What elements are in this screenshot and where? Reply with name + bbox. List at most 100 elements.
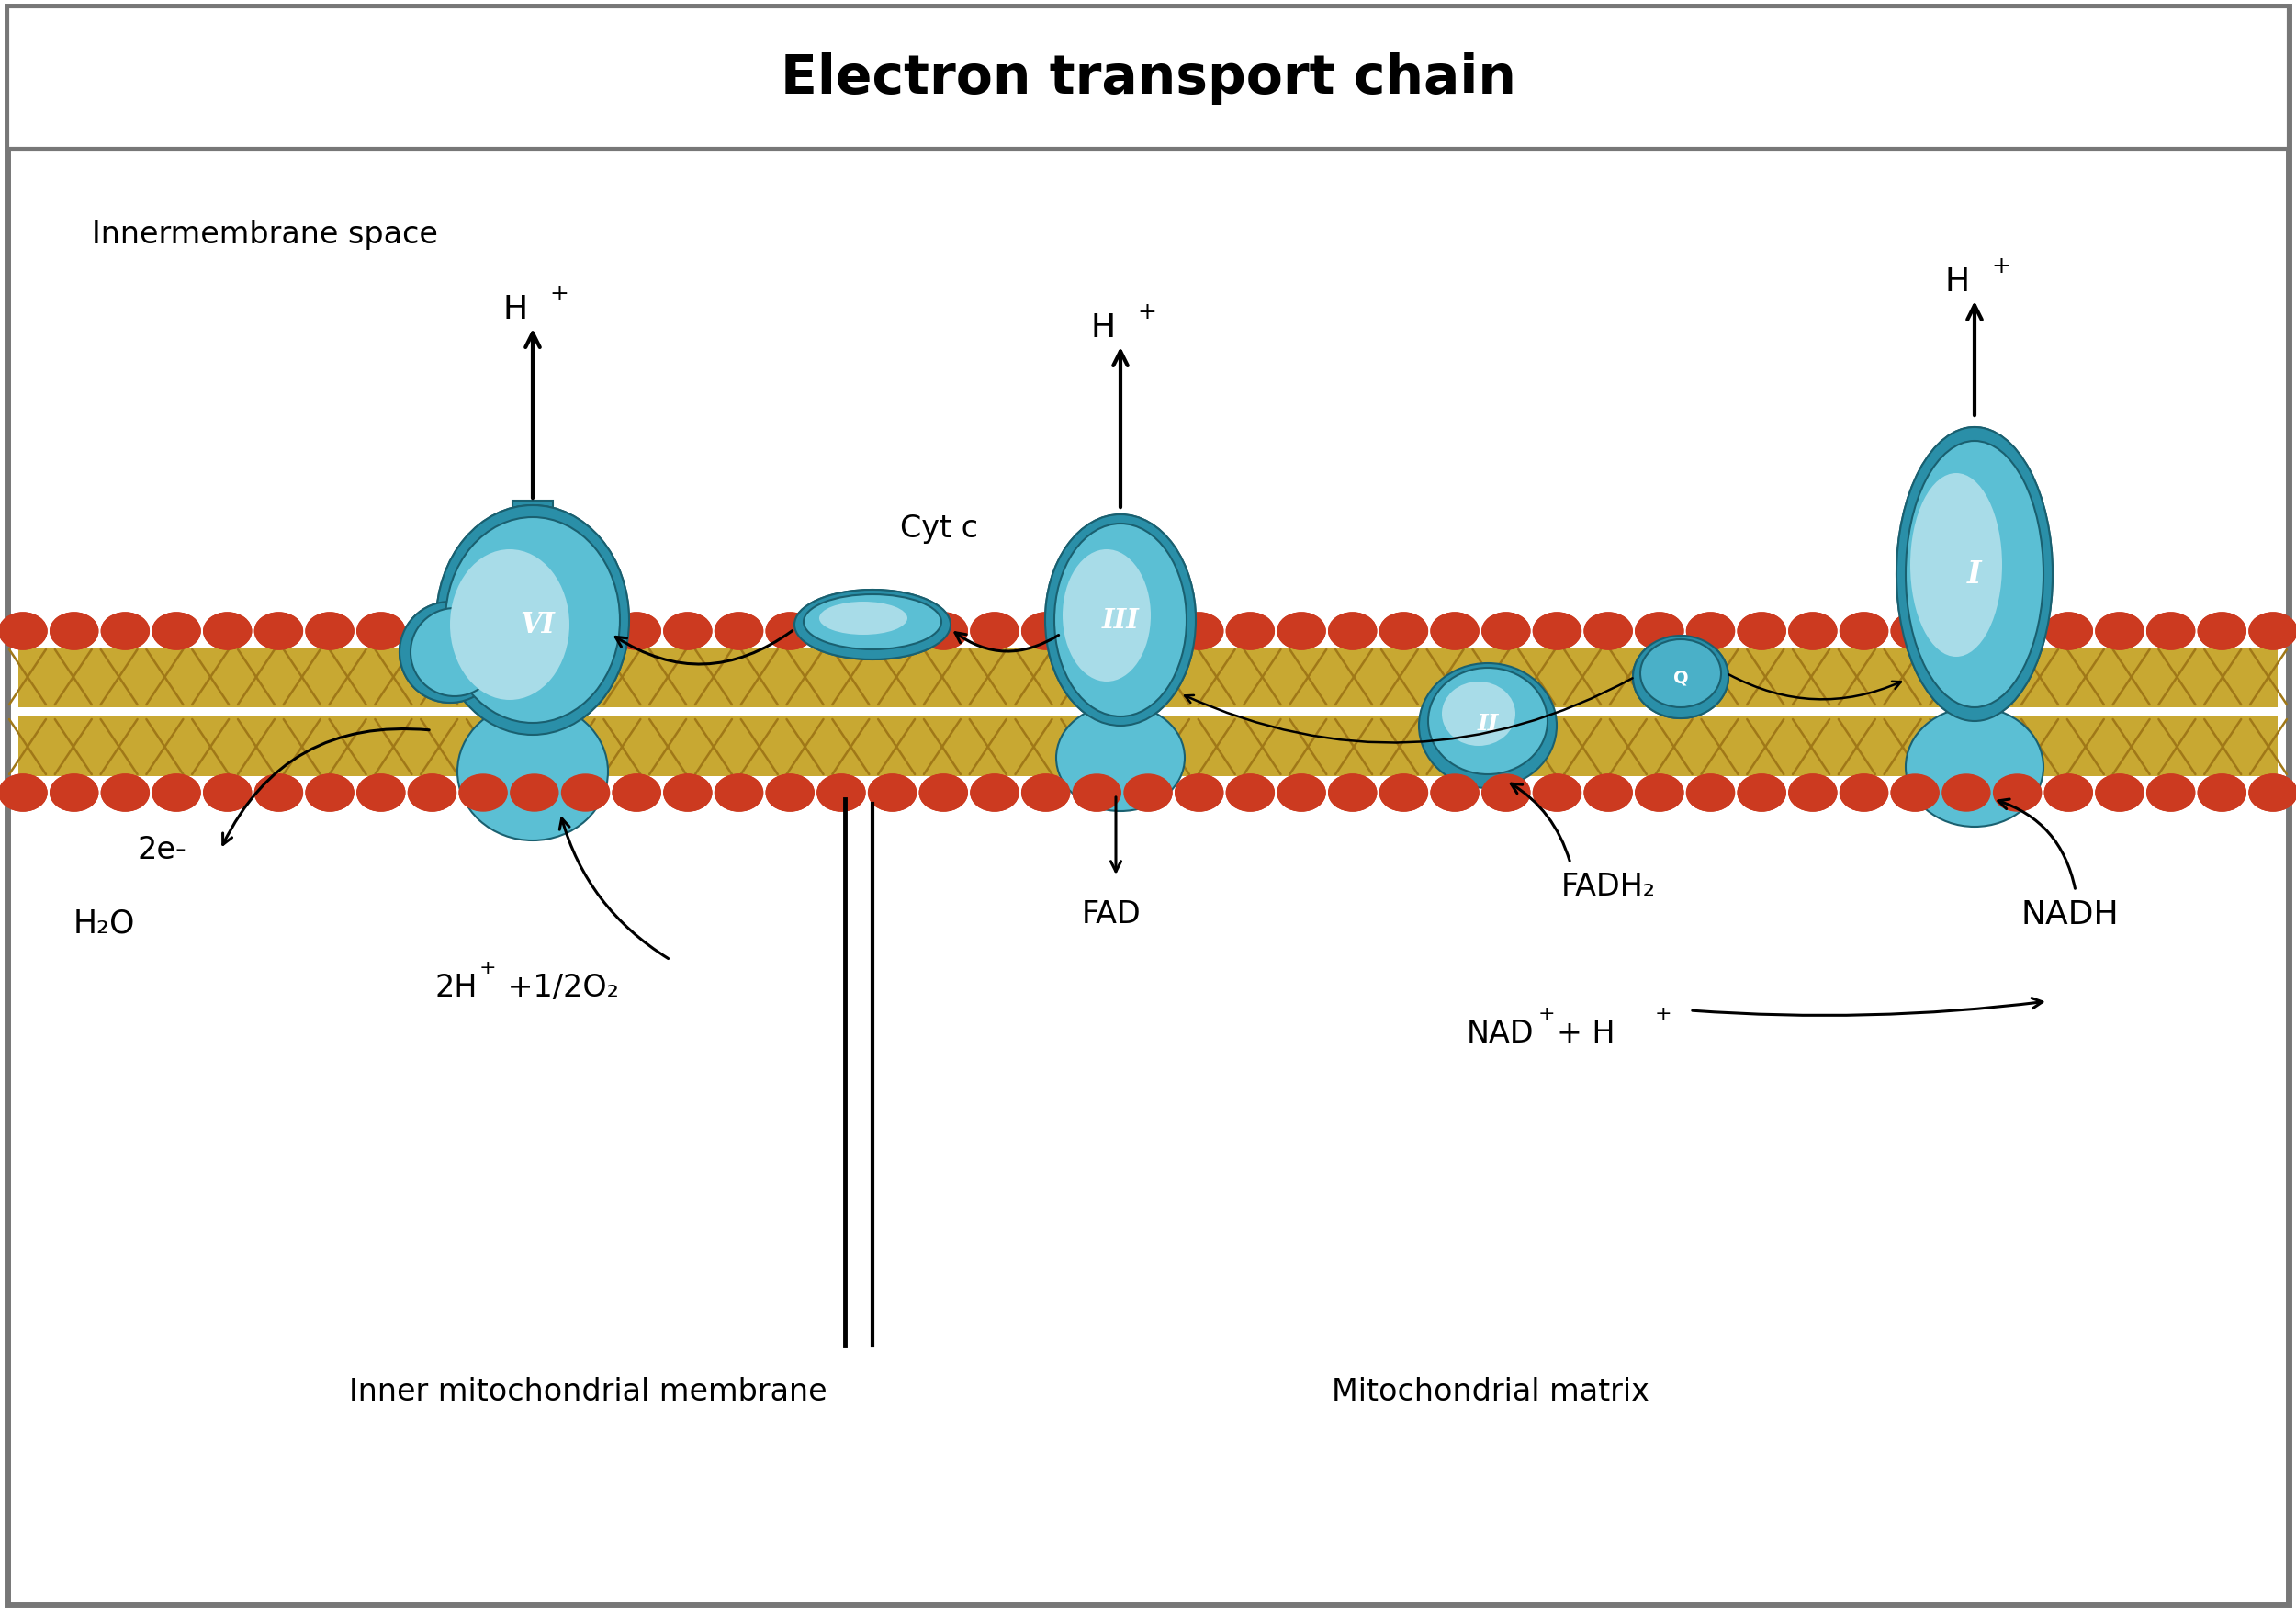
Ellipse shape	[445, 517, 620, 724]
Text: III: III	[1102, 608, 1139, 634]
Ellipse shape	[1738, 775, 1786, 811]
Ellipse shape	[1277, 775, 1325, 811]
Ellipse shape	[409, 775, 457, 811]
Ellipse shape	[804, 595, 941, 650]
Ellipse shape	[1906, 442, 2043, 708]
Ellipse shape	[152, 775, 200, 811]
Ellipse shape	[1632, 637, 1729, 719]
Ellipse shape	[510, 613, 558, 650]
Ellipse shape	[1072, 613, 1120, 650]
Ellipse shape	[868, 613, 916, 650]
Ellipse shape	[1176, 613, 1224, 650]
Ellipse shape	[305, 613, 354, 650]
Ellipse shape	[1942, 775, 1991, 811]
Ellipse shape	[204, 775, 250, 811]
Ellipse shape	[101, 613, 149, 650]
Ellipse shape	[358, 613, 404, 650]
Ellipse shape	[510, 775, 558, 811]
Ellipse shape	[1892, 613, 1938, 650]
Ellipse shape	[1906, 708, 2043, 827]
Bar	[1956, 464, 1993, 795]
Ellipse shape	[971, 775, 1019, 811]
Ellipse shape	[2096, 775, 2144, 811]
Text: H: H	[503, 293, 528, 326]
Text: VI: VI	[519, 611, 556, 640]
Ellipse shape	[921, 613, 967, 650]
Ellipse shape	[1839, 613, 1887, 650]
Ellipse shape	[2046, 613, 2092, 650]
Ellipse shape	[358, 775, 404, 811]
Ellipse shape	[204, 613, 250, 650]
Ellipse shape	[1483, 613, 1529, 650]
Ellipse shape	[1226, 613, 1274, 650]
Ellipse shape	[1839, 613, 1887, 650]
Ellipse shape	[1430, 775, 1479, 811]
Ellipse shape	[1639, 640, 1722, 708]
Ellipse shape	[2096, 613, 2144, 650]
Ellipse shape	[1906, 442, 2043, 708]
Ellipse shape	[51, 613, 99, 650]
Ellipse shape	[1839, 775, 1887, 811]
Ellipse shape	[0, 613, 46, 650]
Ellipse shape	[436, 506, 629, 735]
Ellipse shape	[1380, 775, 1428, 811]
Ellipse shape	[1329, 613, 1375, 650]
Ellipse shape	[1054, 524, 1187, 717]
Ellipse shape	[1738, 613, 1786, 650]
Ellipse shape	[613, 775, 661, 811]
Ellipse shape	[1993, 613, 2041, 650]
Ellipse shape	[804, 595, 941, 650]
Ellipse shape	[1125, 613, 1171, 650]
Ellipse shape	[1329, 775, 1375, 811]
Text: + H: + H	[1557, 1019, 1626, 1049]
Text: +1/2O₂: +1/2O₂	[498, 972, 620, 1003]
Ellipse shape	[510, 775, 558, 811]
Ellipse shape	[1584, 613, 1632, 650]
Ellipse shape	[971, 613, 1019, 650]
Ellipse shape	[400, 603, 501, 703]
Ellipse shape	[1993, 775, 2041, 811]
Ellipse shape	[1688, 613, 1733, 650]
Ellipse shape	[1910, 474, 2002, 658]
Text: H₂O: H₂O	[73, 908, 135, 940]
Ellipse shape	[563, 613, 608, 650]
Ellipse shape	[1329, 775, 1375, 811]
Text: VI: VI	[519, 611, 556, 640]
Ellipse shape	[1789, 613, 1837, 650]
Ellipse shape	[820, 603, 907, 635]
Ellipse shape	[1226, 775, 1274, 811]
Ellipse shape	[1651, 650, 1701, 692]
Ellipse shape	[563, 775, 608, 811]
Ellipse shape	[1892, 775, 1938, 811]
Ellipse shape	[1430, 613, 1479, 650]
Ellipse shape	[2197, 775, 2245, 811]
Ellipse shape	[1635, 775, 1683, 811]
Ellipse shape	[868, 775, 916, 811]
Ellipse shape	[664, 775, 712, 811]
Ellipse shape	[450, 550, 569, 701]
Ellipse shape	[305, 775, 354, 811]
Ellipse shape	[1993, 613, 2041, 650]
Ellipse shape	[1380, 775, 1428, 811]
Ellipse shape	[1635, 775, 1683, 811]
Ellipse shape	[820, 603, 907, 635]
Ellipse shape	[1839, 775, 1887, 811]
Ellipse shape	[1738, 775, 1786, 811]
Ellipse shape	[457, 703, 608, 841]
Ellipse shape	[2147, 775, 2195, 811]
Ellipse shape	[817, 613, 866, 650]
Ellipse shape	[1072, 613, 1120, 650]
Text: H: H	[1945, 266, 1970, 298]
Text: FADH₂: FADH₂	[1561, 872, 1655, 903]
Ellipse shape	[255, 775, 303, 811]
Bar	[18, 717, 2278, 777]
Ellipse shape	[767, 775, 813, 811]
Ellipse shape	[921, 775, 967, 811]
Text: 2H: 2H	[434, 972, 478, 1003]
Ellipse shape	[510, 613, 558, 650]
Ellipse shape	[101, 775, 149, 811]
Text: Mitochondrial matrix: Mitochondrial matrix	[1332, 1377, 1649, 1407]
Ellipse shape	[868, 775, 916, 811]
Ellipse shape	[305, 775, 354, 811]
Ellipse shape	[921, 613, 967, 650]
